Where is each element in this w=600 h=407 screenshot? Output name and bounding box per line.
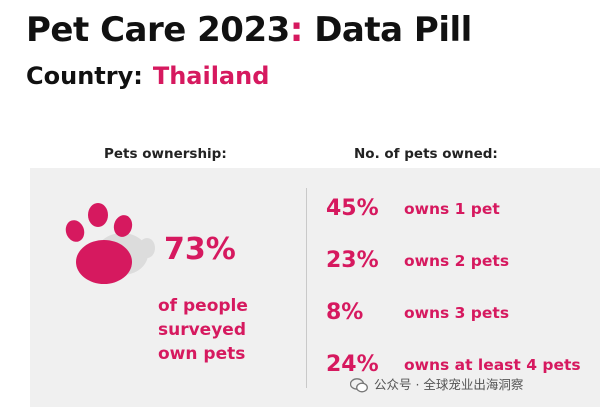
watermark: 公众号 · 全球宠业出海洞察 <box>350 374 523 393</box>
pet-count-header: No. of pets owned: <box>354 146 498 162</box>
country-line: Country: Thailand <box>26 62 269 90</box>
pet-count-label: owns 1 pet <box>404 200 500 218</box>
watermark-text: 公众号 · 全球宠业出海洞察 <box>374 377 524 392</box>
ownership-header: Pets ownership: <box>104 146 227 162</box>
pet-count-percent: 23% <box>326 248 379 273</box>
pet-count-label: owns 3 pets <box>404 304 510 322</box>
pet-count-label: owns at least 4 pets <box>404 356 581 374</box>
title-colon: : <box>289 10 304 50</box>
ownership-caption-line: own pets <box>158 344 246 364</box>
pet-count-percent: 45% <box>326 196 379 221</box>
country-value: Thailand <box>152 62 270 90</box>
pet-count-label: owns 2 pets <box>404 252 510 270</box>
pet-count-percent: 8% <box>326 300 364 325</box>
ownership-caption-line: surveyed <box>158 320 246 340</box>
ownership-percent: 73% <box>164 232 236 267</box>
title-main: Pet Care 2023 <box>26 10 290 50</box>
ownership-caption-line: of people <box>158 296 248 316</box>
data-panel <box>30 168 600 407</box>
pet-count-percent: 24% <box>326 352 379 377</box>
wechat-icon <box>350 378 368 393</box>
title-sub: Data Pill <box>302 10 472 50</box>
paw-print <box>65 203 133 284</box>
column-divider <box>306 188 307 388</box>
page-title: Pet Care 2023: Data Pill <box>26 10 472 50</box>
paw-icon <box>65 203 155 284</box>
country-label: Country: <box>26 62 143 90</box>
ownership-caption: of people surveyed own pets <box>158 294 288 366</box>
